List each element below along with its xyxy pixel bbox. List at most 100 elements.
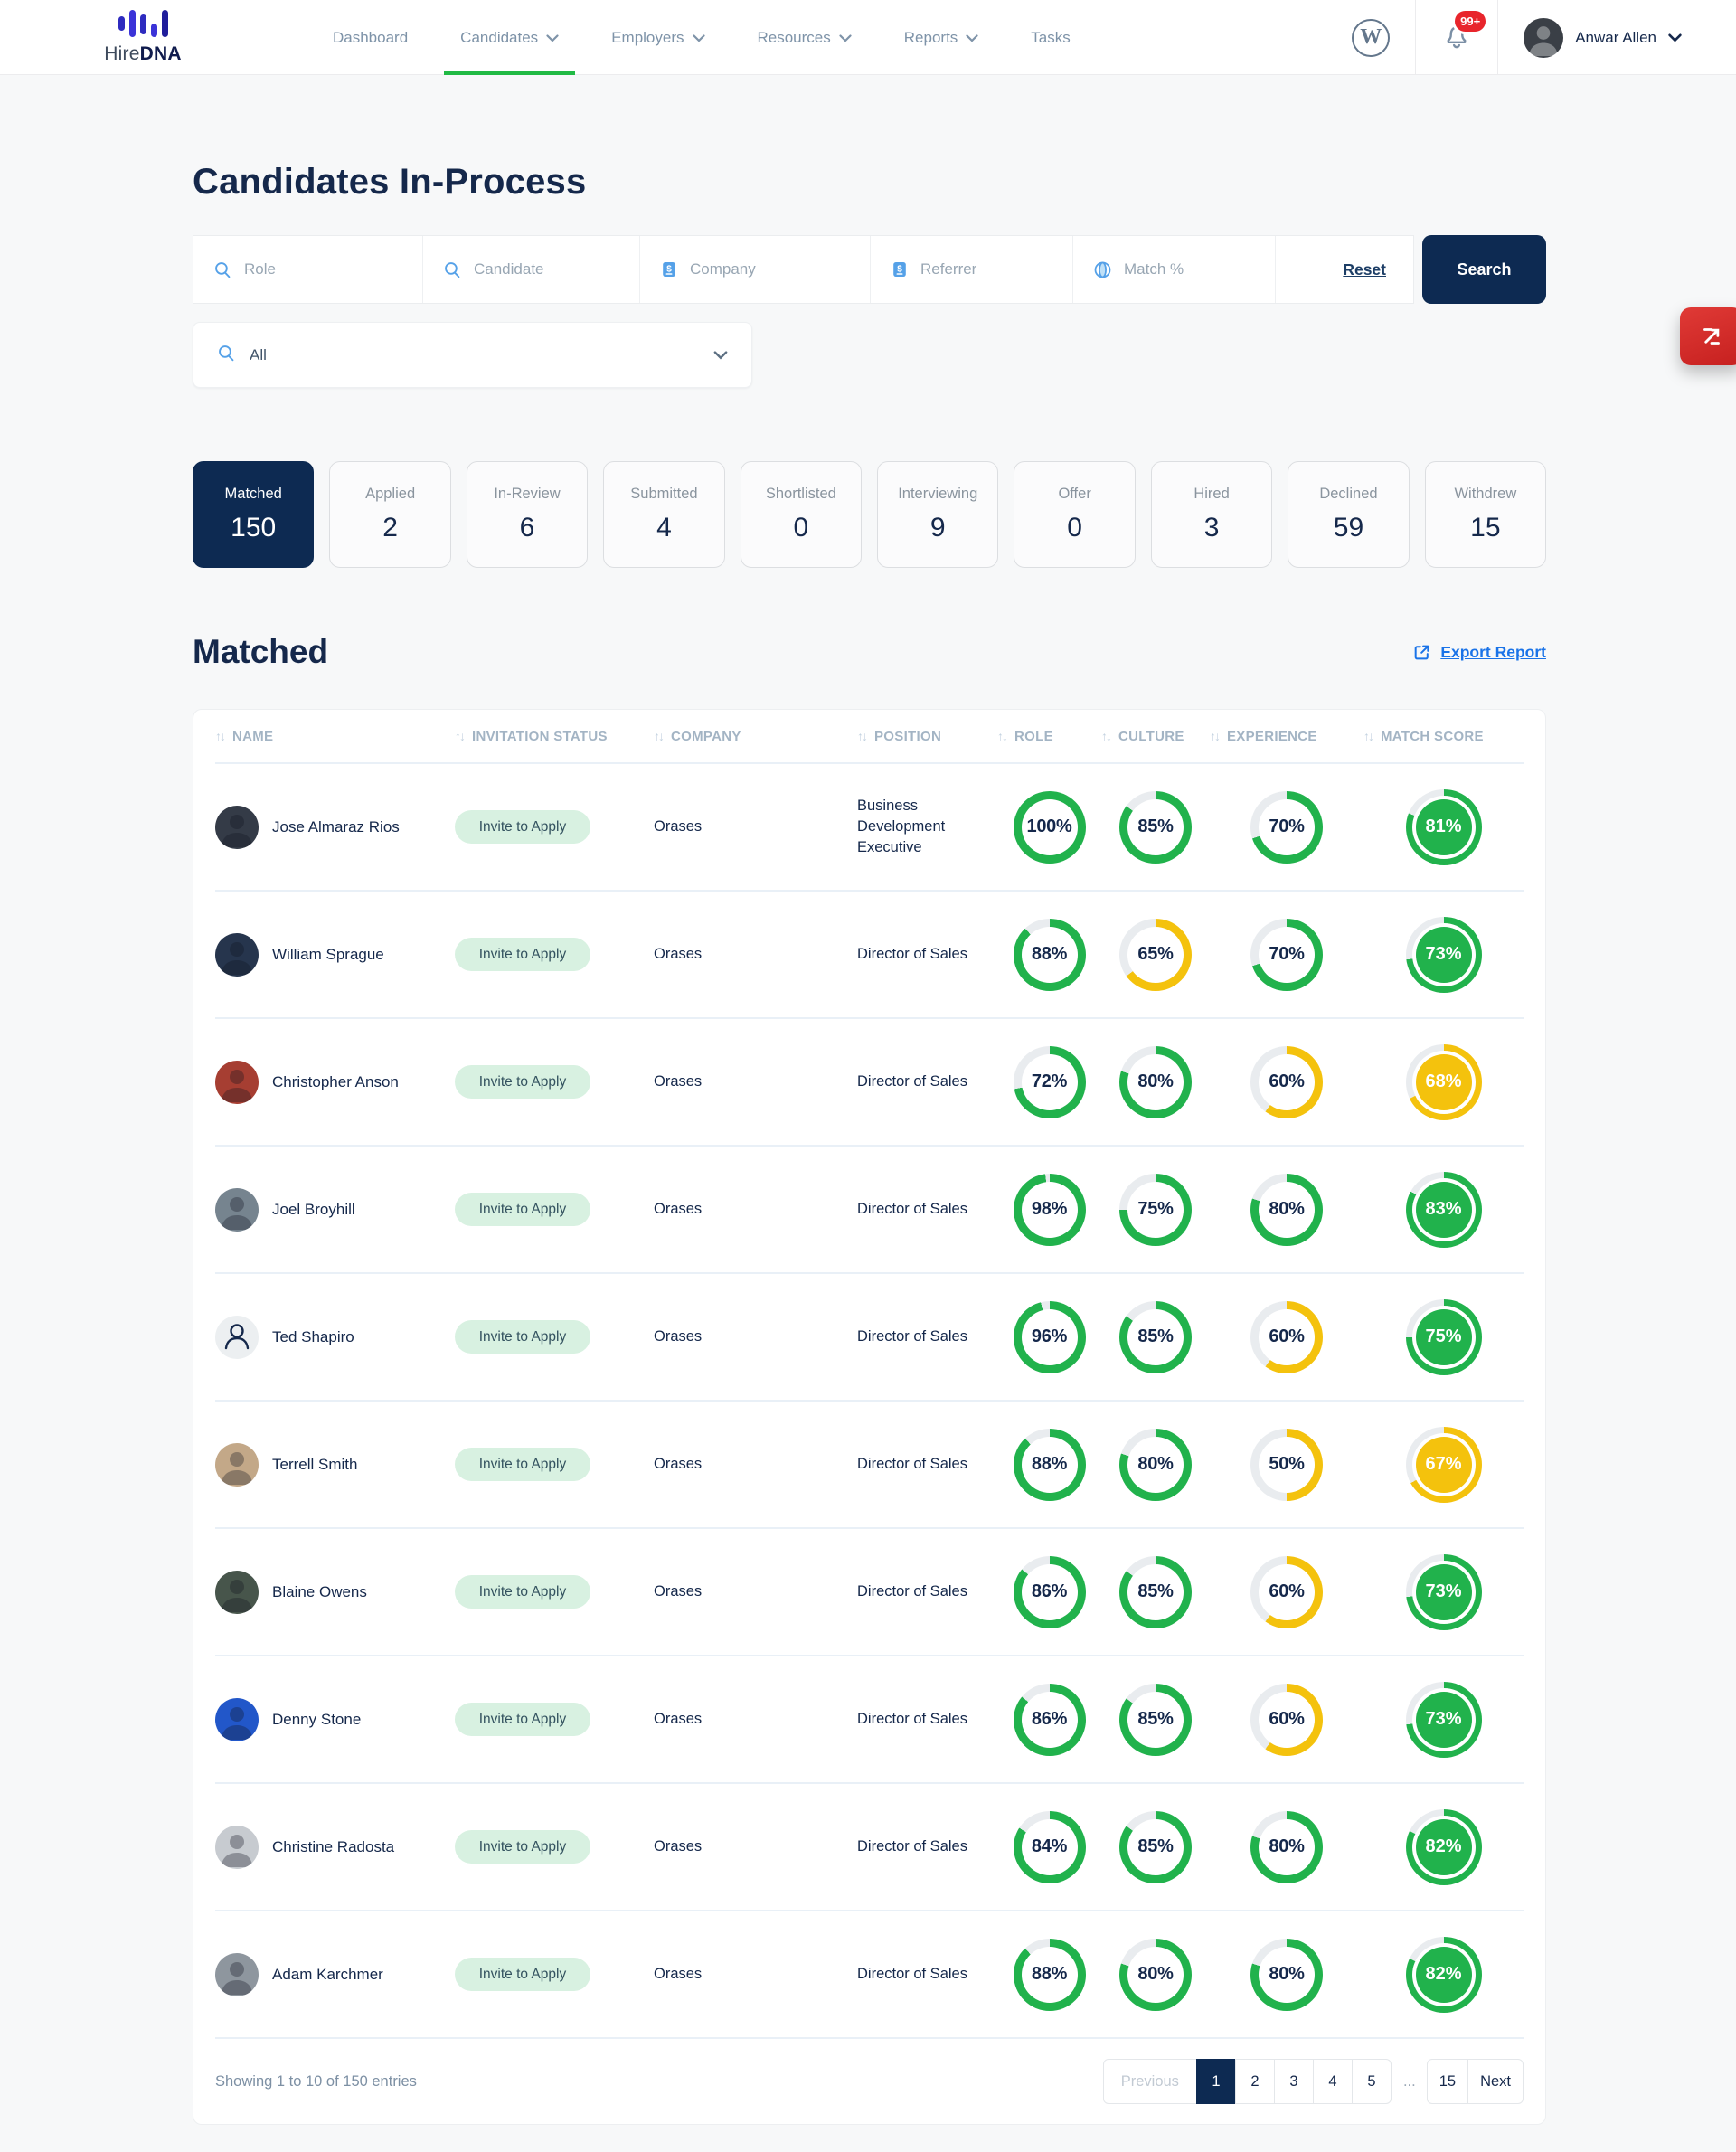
match-score-cell: 73%: [1363, 916, 1524, 993]
filter-field-referrer[interactable]: $ Referrer: [871, 236, 1073, 303]
sort-icon: ↑↓: [1101, 729, 1112, 743]
status-tab-applied[interactable]: Applied 2: [329, 461, 451, 568]
avatar-photo: [215, 1060, 259, 1104]
keyword-filter-dropdown[interactable]: All: [193, 322, 752, 388]
search-button[interactable]: Search: [1422, 235, 1546, 304]
table-header-row: ↑↓ NAME ↑↓ INVITATION STATUS ↑↓ COMPANY ↑↓ …: [215, 710, 1524, 762]
match-score-badge: 67%: [1405, 1426, 1482, 1503]
candidate-name: Joel Broyhill: [272, 1200, 355, 1218]
status-tab-withdrew[interactable]: Withdrew 15: [1424, 461, 1547, 568]
status-tab-count: 4: [656, 513, 672, 543]
filter-field-candidate[interactable]: Candidate: [423, 236, 640, 303]
culture-score-cell: 85%: [1101, 1555, 1210, 1628]
invite-to-apply-button[interactable]: Invite to Apply: [455, 810, 590, 844]
status-tab-in-review[interactable]: In-Review 6: [466, 461, 589, 568]
position: Director of Sales: [857, 1965, 967, 1982]
column-label: POSITION: [874, 728, 942, 744]
brand-logo[interactable]: HireDNA: [89, 0, 197, 74]
match-score-badge: 83%: [1405, 1171, 1482, 1248]
invite-to-apply-button[interactable]: Invite to Apply: [455, 1448, 590, 1481]
nav-item-dashboard[interactable]: Dashboard: [333, 0, 408, 75]
pagination-page-3[interactable]: 3: [1273, 2059, 1314, 2104]
experience-score-cell: 60%: [1210, 1683, 1363, 1756]
invite-to-apply-button[interactable]: Invite to Apply: [455, 1958, 590, 1991]
column-header-role[interactable]: ↑↓ ROLE: [997, 729, 1101, 744]
candidate-name: William Sprague: [272, 945, 384, 963]
percent-ring: 80%: [1250, 1938, 1323, 2011]
status-tab-count: 0: [1067, 513, 1082, 543]
pagination-previous[interactable]: Previous: [1102, 2059, 1197, 2104]
status-tab-hired[interactable]: Hired 3: [1150, 461, 1273, 568]
status-tab-shortlisted[interactable]: Shortlisted 0: [740, 461, 863, 568]
invite-to-apply-button[interactable]: Invite to Apply: [455, 1065, 590, 1099]
pagination-page-15[interactable]: 15: [1426, 2059, 1469, 2104]
column-header-position[interactable]: ↑↓ POSITION: [857, 729, 997, 744]
nav-label: Candidates: [460, 28, 539, 46]
invite-to-apply-button[interactable]: Invite to Apply: [455, 1320, 590, 1354]
sort-icon: ↑↓: [857, 729, 868, 743]
user-name: Anwar Allen: [1575, 28, 1656, 46]
invite-to-apply-button[interactable]: Invite to Apply: [455, 938, 590, 971]
notifications-button[interactable]: 99+: [1415, 0, 1497, 75]
user-menu[interactable]: Anwar Allen: [1497, 0, 1736, 75]
role-score-cell: 86%: [997, 1555, 1101, 1628]
column-header-experience[interactable]: ↑↓ EXPERIENCE: [1210, 729, 1363, 744]
status-tab-offer[interactable]: Offer 0: [1014, 461, 1136, 568]
percent-ring: 98%: [1013, 1173, 1086, 1246]
column-header-company[interactable]: ↑↓ COMPANY: [654, 729, 857, 744]
nav-item-resources[interactable]: Resources: [758, 0, 852, 75]
user-avatar: [1524, 17, 1564, 58]
column-header-culture[interactable]: ↑↓ CULTURE: [1101, 729, 1210, 744]
table-body: Jose Almaraz Rios Invite to Apply Orases Bu…: [215, 762, 1524, 2037]
percent-ring: 60%: [1250, 1683, 1323, 1756]
column-label: INVITATION STATUS: [472, 728, 608, 744]
nav-item-reports[interactable]: Reports: [904, 0, 979, 75]
invite-to-apply-button[interactable]: Invite to Apply: [455, 1575, 590, 1609]
status-tab-label: Matched: [224, 486, 282, 502]
pagination-page-5[interactable]: 5: [1351, 2059, 1392, 2104]
percent-ring: 80%: [1250, 1810, 1323, 1883]
pagination-page-1[interactable]: 1: [1195, 2059, 1236, 2104]
filter-field-role[interactable]: Role: [193, 236, 423, 303]
pagination-page-2[interactable]: 2: [1234, 2059, 1275, 2104]
table-row: Joel Broyhill Invite to Apply Orases Direct…: [215, 1145, 1524, 1272]
search-icon: [219, 345, 234, 361]
status-tab-submitted[interactable]: Submitted 4: [603, 461, 725, 568]
filter-field-match-[interactable]: Match %: [1073, 236, 1276, 303]
export-report-link[interactable]: Export Report: [1412, 643, 1546, 662]
status-tab-interviewing[interactable]: Interviewing 9: [877, 461, 999, 568]
z-arrow-icon: [1703, 328, 1720, 345]
nav-label: Tasks: [1031, 28, 1071, 46]
nav-item-tasks[interactable]: Tasks: [1031, 0, 1070, 75]
column-header-match-score[interactable]: ↑↓ MATCH SCORE: [1363, 729, 1524, 744]
pagination-next[interactable]: Next: [1467, 2059, 1524, 2104]
reset-link[interactable]: Reset: [1343, 260, 1386, 278]
match-score-cell: 82%: [1363, 1936, 1524, 2013]
invite-to-apply-button[interactable]: Invite to Apply: [455, 1830, 590, 1864]
filter-fields: Role Candidate $ Company $ Referrer Match % Res…: [193, 235, 1414, 304]
status-tab-label: Interviewing: [898, 486, 978, 502]
person-placeholder-icon: [224, 1323, 250, 1349]
pagination-page-4[interactable]: 4: [1312, 2059, 1353, 2104]
avatar-photo: [215, 1825, 259, 1869]
nav-item-employers[interactable]: Employers: [611, 0, 705, 75]
filter-field-company[interactable]: $ Company: [640, 236, 871, 303]
company: Orases: [654, 1966, 703, 1982]
status-tab-matched[interactable]: Matched 150: [193, 461, 315, 568]
invite-to-apply-button[interactable]: Invite to Apply: [455, 1703, 590, 1736]
nav-label: Resources: [757, 28, 831, 46]
column-header-name[interactable]: ↑↓ NAME: [215, 729, 455, 744]
wordpress-button[interactable]: W: [1326, 0, 1415, 75]
chat-widget-button[interactable]: [1680, 307, 1736, 365]
invite-to-apply-button[interactable]: Invite to Apply: [455, 1193, 590, 1226]
filter-placeholder: Company: [690, 260, 756, 278]
status-tab-declined[interactable]: Declined 59: [1288, 461, 1410, 568]
column-header-invitation-status[interactable]: ↑↓ INVITATION STATUS: [455, 729, 654, 744]
main-nav: Dashboard Candidates Employers Resources Rep…: [333, 0, 1071, 75]
entries-summary: Showing 1 to 10 of 150 entries: [215, 2072, 417, 2090]
pagination-ellipsis: ...: [1400, 2059, 1420, 2104]
position: Director of Sales: [857, 1837, 967, 1855]
candidate-name: Adam Karchmer: [272, 1965, 383, 1983]
candidate-name: Ted Shapiro: [272, 1327, 354, 1345]
nav-item-candidates[interactable]: Candidates: [444, 0, 576, 75]
